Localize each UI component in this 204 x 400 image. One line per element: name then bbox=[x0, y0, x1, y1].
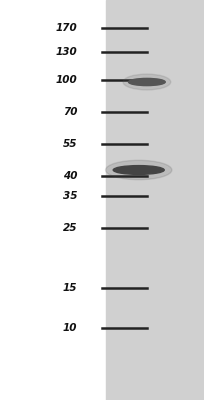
Text: 35: 35 bbox=[63, 191, 78, 201]
Text: 10: 10 bbox=[63, 323, 78, 333]
Text: 100: 100 bbox=[56, 75, 78, 85]
Text: 170: 170 bbox=[56, 23, 78, 33]
Ellipse shape bbox=[106, 160, 172, 180]
Ellipse shape bbox=[123, 74, 171, 90]
Bar bbox=[106, 0, 204, 400]
Ellipse shape bbox=[129, 78, 165, 86]
Text: 15: 15 bbox=[63, 283, 78, 293]
Text: 55: 55 bbox=[63, 139, 78, 149]
Bar bbox=[0, 0, 106, 400]
Text: 40: 40 bbox=[63, 171, 78, 181]
Text: 25: 25 bbox=[63, 223, 78, 233]
Ellipse shape bbox=[113, 166, 164, 174]
Text: 70: 70 bbox=[63, 107, 78, 117]
Text: 130: 130 bbox=[56, 47, 78, 57]
